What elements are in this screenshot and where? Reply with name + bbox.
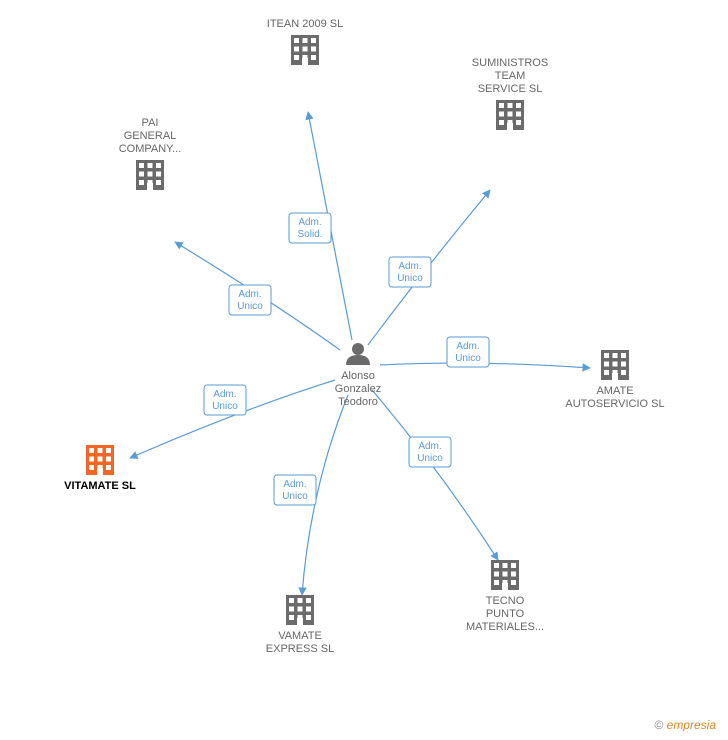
node-label-pai: GENERAL bbox=[124, 130, 177, 142]
copyright-footer: © empresia bbox=[654, 718, 716, 732]
building-icon bbox=[86, 445, 114, 475]
edge-label-text-itean: Adm. bbox=[298, 217, 321, 228]
copyright-symbol: © bbox=[654, 718, 663, 732]
center-person-node: AlonsoGonzalezTeodoro bbox=[335, 343, 381, 408]
node-pai: PAIGENERALCOMPANY... bbox=[119, 117, 182, 190]
edge-label-text-amate: Adm. bbox=[456, 341, 479, 352]
node-label-amate: AUTOSERVICIO SL bbox=[565, 398, 664, 410]
node-label-tecno: MATERIALES... bbox=[466, 621, 544, 633]
edge-label-text-suministros: Adm. bbox=[398, 261, 421, 272]
node-label-suministros: SERVICE SL bbox=[478, 83, 543, 95]
node-label-amate: AMATE bbox=[596, 385, 633, 397]
edge-tecno bbox=[372, 390, 498, 560]
center-person-label: Gonzalez bbox=[335, 383, 381, 395]
node-label-pai: COMPANY... bbox=[119, 143, 182, 155]
node-label-suministros: SUMINISTROS bbox=[472, 57, 548, 69]
center-person-label: Teodoro bbox=[338, 396, 378, 408]
brand-name: empresia bbox=[667, 718, 716, 732]
building-icon bbox=[601, 350, 629, 380]
building-icon bbox=[291, 35, 319, 65]
node-label-tecno: PUNTO bbox=[486, 608, 525, 620]
edge-label-text-tecno: Unico bbox=[417, 453, 443, 464]
node-suministros: SUMINISTROSTEAMSERVICE SL bbox=[472, 57, 548, 130]
node-label-vitamate: VITAMATE SL bbox=[64, 480, 136, 492]
edge-label-text-pai: Unico bbox=[237, 301, 263, 312]
edge-label-text-pai: Adm. bbox=[238, 289, 261, 300]
node-label-vamate: VAMATE bbox=[278, 630, 322, 642]
center-person-label: Alonso bbox=[341, 370, 375, 382]
edge-label-text-amate: Unico bbox=[455, 353, 481, 364]
node-label-tecno: TECNO bbox=[486, 595, 525, 607]
node-label-suministros: TEAM bbox=[495, 70, 526, 82]
node-vamate: VAMATEEXPRESS SL bbox=[266, 595, 334, 655]
edge-label-text-suministros: Unico bbox=[397, 273, 423, 284]
building-icon bbox=[491, 560, 519, 590]
edge-label-text-tecno: Adm. bbox=[418, 441, 441, 452]
edge-label-text-vamate: Unico bbox=[282, 491, 308, 502]
node-label-pai: PAI bbox=[142, 117, 159, 129]
building-icon bbox=[496, 100, 524, 130]
edge-label-text-vitamate: Adm. bbox=[213, 389, 236, 400]
node-tecno: TECNOPUNTOMATERIALES... bbox=[466, 560, 544, 633]
node-vitamate: VITAMATE SL bbox=[64, 445, 136, 492]
edge-label-text-itean: Solid. bbox=[297, 229, 322, 240]
network-diagram: Adm.Solid.Adm.UnicoAdm.UnicoAdm.UnicoAdm… bbox=[0, 0, 728, 740]
node-itean: ITEAN 2009 SL bbox=[267, 18, 343, 65]
node-label-vamate: EXPRESS SL bbox=[266, 643, 334, 655]
building-icon bbox=[136, 160, 164, 190]
building-icon bbox=[286, 595, 314, 625]
node-label-itean: ITEAN 2009 SL bbox=[267, 18, 343, 30]
edge-label-text-vamate: Adm. bbox=[283, 479, 306, 490]
node-amate: AMATEAUTOSERVICIO SL bbox=[565, 350, 664, 410]
edge-label-text-vitamate: Unico bbox=[212, 401, 238, 412]
